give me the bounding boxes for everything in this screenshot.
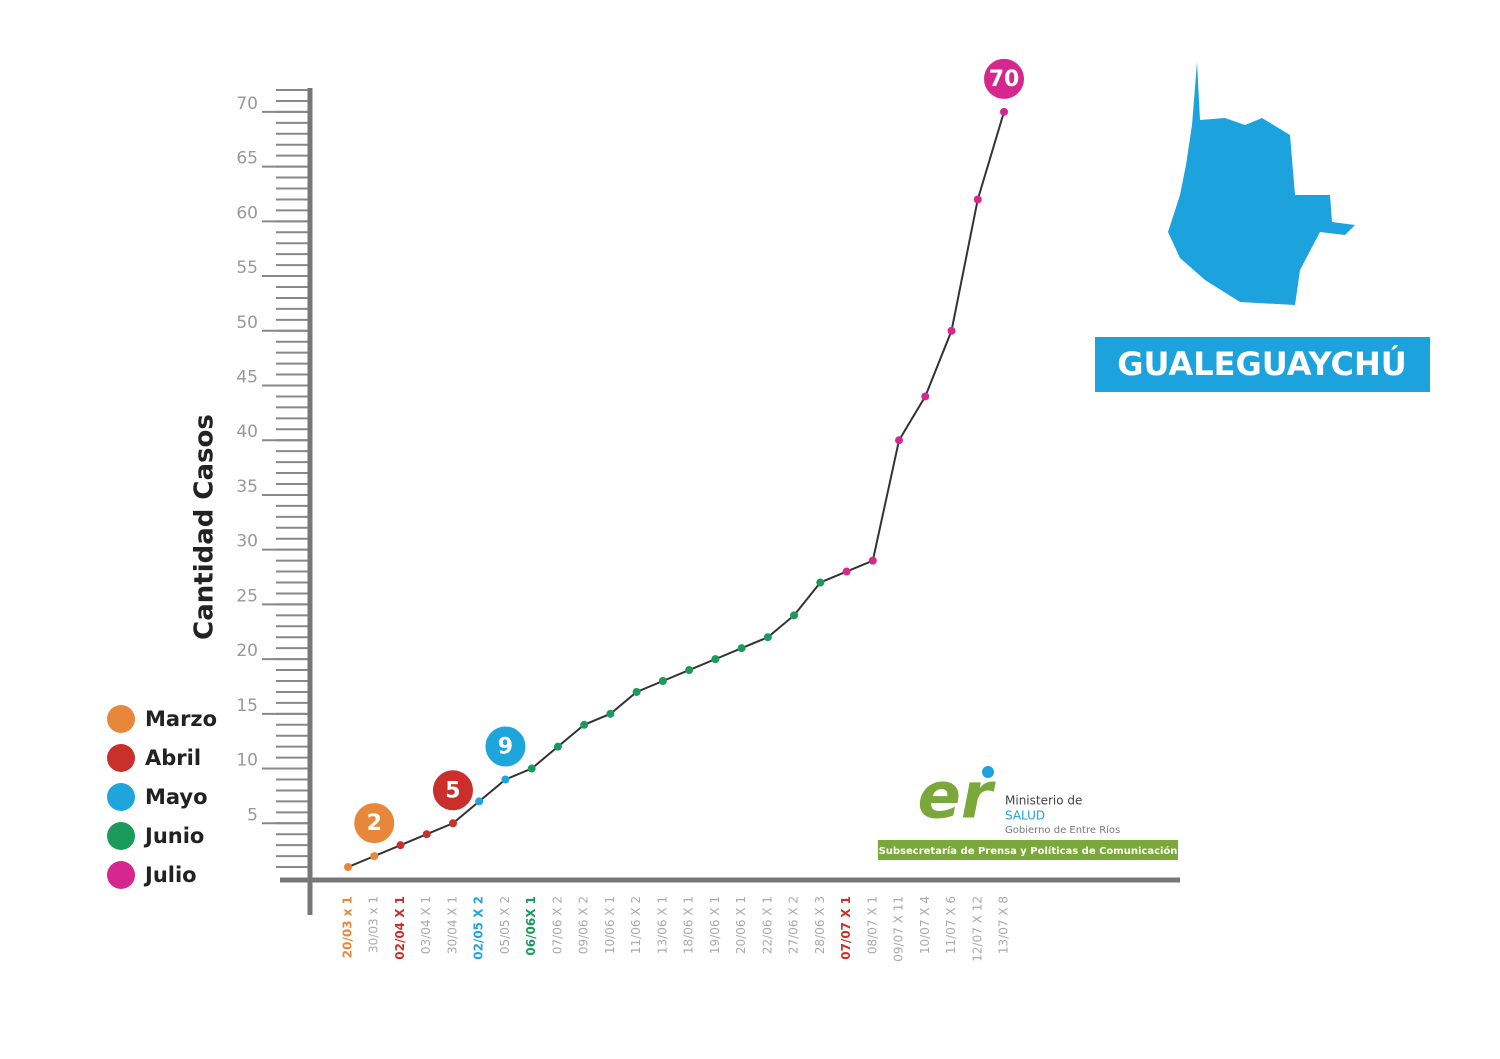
point (658, 677, 667, 685)
logo-banner (878, 840, 1178, 860)
x-tick-label: 02/04 X 1 (393, 896, 407, 960)
x-tick-label: 28/06 X 3 (813, 896, 827, 954)
x-tick-label: 27/06 X 2 (787, 896, 801, 954)
point (527, 764, 536, 773)
legend-swatch (107, 783, 135, 811)
point (737, 644, 746, 653)
y-tick-label: 30 (236, 532, 258, 552)
x-tick-label: 19/06 X 1 (708, 896, 722, 954)
x-tick-label: 03/04 X 1 (419, 896, 433, 954)
point (344, 863, 352, 872)
point (475, 797, 484, 806)
legend-label: Abril (145, 746, 201, 770)
logo-text: Ministerio de (1005, 794, 1082, 808)
point (947, 326, 956, 335)
x-tick-label: 07/07 X 1 (839, 896, 853, 960)
legend-label: Junio (143, 824, 204, 848)
legend-label: Julio (143, 863, 197, 887)
x-tick-label: 11/07 X 6 (944, 896, 958, 954)
y-tick-label: 65 (236, 149, 258, 169)
data-label: 70 (989, 67, 1020, 92)
point (606, 709, 615, 718)
y-tick-label: 45 (236, 368, 258, 388)
point (685, 666, 694, 675)
logo: er Ministerio de SALUD Gobierno de Entre… (878, 760, 1178, 860)
point (973, 195, 982, 204)
logo-text: SALUD (1005, 809, 1045, 823)
point (816, 578, 825, 587)
point (711, 655, 720, 664)
point (370, 852, 379, 861)
logo-dot (982, 766, 994, 778)
region-box (1095, 337, 1430, 392)
point (448, 819, 457, 828)
point (501, 775, 510, 784)
point (422, 830, 431, 839)
x-tick-label: 05/05 X 2 (498, 896, 512, 954)
x-tick-label: 22/06 X 1 (760, 896, 774, 954)
x-tick-label: 12/07 X 12 (970, 896, 984, 962)
label-bubble (430, 768, 475, 813)
point (763, 633, 772, 642)
point (921, 392, 930, 401)
data-label: 5 (445, 778, 460, 803)
x-tick-label: 13/07 X 8 (997, 896, 1011, 954)
point (1000, 107, 1008, 116)
y-tick-label: 25 (236, 586, 258, 606)
x-tick-label: 13/06 X 1 (655, 896, 669, 954)
x-tick-label: 08/07 X 1 (865, 896, 879, 954)
point (842, 567, 851, 576)
x-tick-label: 20/06 X 1 (734, 896, 748, 954)
y-tick-label: 40 (236, 422, 258, 442)
y-tick-label: 10 (236, 751, 258, 771)
legend-swatch (107, 861, 135, 889)
x-tick-label: 09/06 X 2 (577, 896, 591, 954)
x-tick-label: 07/06 X 2 (550, 896, 564, 954)
legend-label: Mayo (145, 785, 208, 809)
y-tick-label: 60 (236, 203, 258, 223)
region-name: GUALEGUAYCHÚ (1117, 344, 1407, 383)
map (1168, 62, 1355, 305)
x-tick-label: 20/03 x 1 (341, 896, 355, 958)
x-tick-label: 11/06 X 2 (629, 896, 643, 954)
legend-label: Marzo (145, 707, 217, 731)
x-tick-label: 30/04 X 1 (445, 896, 459, 954)
legend-swatch (107, 744, 135, 772)
legend-swatch (107, 822, 135, 850)
x-tick-label: 30/03 x 1 (367, 896, 381, 953)
label-bubble (352, 801, 397, 846)
point (553, 742, 562, 751)
data-label: 2 (367, 811, 382, 836)
label-bubble (982, 56, 1026, 101)
x-tick-label: 06/06X 1 (524, 896, 538, 956)
point (868, 556, 877, 565)
point (895, 436, 904, 445)
point (396, 841, 405, 850)
line (347, 111, 1005, 868)
y-tick-label: 50 (236, 313, 258, 333)
logo-banner-text: Subsecretaría de Prensa y Políticas de C… (879, 845, 1178, 857)
point (632, 687, 641, 696)
y-tick-label: 20 (236, 641, 258, 661)
y-axis-label: Cantidad Casos (190, 414, 220, 640)
label-bubble (483, 724, 528, 769)
point (790, 611, 799, 620)
y-tick-label: 55 (236, 258, 258, 278)
y-tick-label: 70 (236, 94, 258, 114)
x-tick-label: 09/07 X 11 (892, 896, 906, 962)
y-tick-label: 15 (236, 696, 258, 716)
x-tick-label: 18/06 X 1 (682, 896, 696, 954)
legend-swatch (107, 705, 135, 733)
y-tick-label: 35 (236, 477, 258, 497)
x-tick-label: 10/07 X 4 (918, 896, 932, 954)
y-tick-label: 5 (247, 805, 258, 825)
logo-text: Gobierno de Entre Ríos (1005, 824, 1120, 836)
x-tick-label: 10/06 X 1 (603, 896, 617, 954)
data-label: 9 (498, 735, 513, 760)
point (580, 720, 589, 729)
x-tick-label: 02/05 X 2 (472, 896, 486, 960)
